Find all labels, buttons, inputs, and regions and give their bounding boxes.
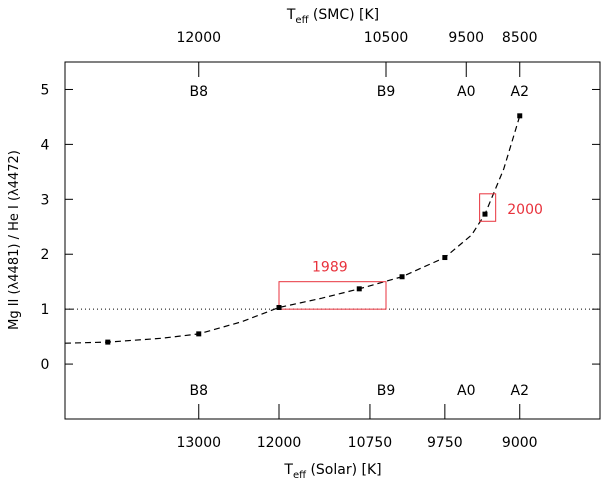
annotation-boxes: 1989 2000 — [278, 193, 543, 310]
bottom-tick-label: 13000 — [176, 435, 221, 451]
data-point — [517, 113, 523, 119]
top-tick-label: 10500 — [364, 30, 409, 46]
spectral-type-top: B9 — [377, 84, 396, 100]
x-axis-title: Teff (Solar) [K] — [283, 462, 381, 481]
annotation-label-2000: 2000 — [507, 202, 543, 218]
data-point — [196, 331, 202, 337]
top-axis-title-main: T — [286, 7, 296, 23]
y-tick-label: 5 — [41, 82, 50, 98]
top-tick-label: 9500 — [448, 30, 484, 46]
fit-curve — [64, 115, 521, 344]
data-point — [482, 211, 488, 217]
plot-frame — [64, 61, 601, 420]
spectral-type-bottom: A2 — [511, 383, 529, 399]
top-axis-title: Teff (SMC) [K] — [286, 7, 379, 26]
spectral-type-top: A0 — [457, 84, 475, 100]
y-tick-label: 4 — [41, 137, 50, 153]
spectral-type-bottom: B9 — [377, 383, 396, 399]
fit-curve-group — [64, 115, 521, 344]
data-point — [276, 305, 282, 311]
top-tick-label: 8500 — [502, 30, 538, 46]
data-point — [105, 339, 111, 345]
annotation-label-1989: 1989 — [312, 259, 348, 275]
bottom-tick-label: 9750 — [427, 435, 463, 451]
bottom-tick-label: 10750 — [348, 435, 393, 451]
spectral-type-bottom: A0 — [457, 383, 475, 399]
annotation-box-1989 — [278, 281, 387, 310]
spectral-type-top: B8 — [189, 84, 208, 100]
x-axis-title-main: T — [283, 462, 293, 478]
x-axis-title-rest: (Solar) [K] — [306, 462, 382, 478]
top-tick-label: 12000 — [176, 30, 221, 46]
top-axis-title-sub: eff — [295, 15, 309, 26]
data-point — [442, 255, 448, 261]
y-tick-label: 3 — [41, 192, 50, 208]
data-point — [399, 274, 405, 280]
y-tick-label: 1 — [41, 302, 50, 318]
x-axis-title-sub: eff — [293, 470, 307, 481]
annotation-box-2000 — [479, 193, 497, 222]
y-tick-label: 2 — [41, 247, 50, 263]
spectral-type-bottom: B8 — [189, 383, 208, 399]
data-points — [105, 113, 523, 345]
bottom-tick-label: 9000 — [502, 435, 538, 451]
spectral-type-top: A2 — [511, 84, 529, 100]
y-ticks: 0 1 2 3 4 5 — [41, 82, 600, 373]
x-ticks: 13000 12000 10750 9750 9000 12000 10500 9500 850… — [176, 30, 537, 451]
y-tick-label: 0 — [41, 357, 50, 373]
top-axis-title-rest: (SMC) [K] — [308, 7, 379, 23]
y-axis-title: Mg II (λ4481) / He I (λ4472) — [7, 150, 22, 330]
bottom-tick-label: 12000 — [257, 435, 302, 451]
data-point — [356, 286, 362, 292]
